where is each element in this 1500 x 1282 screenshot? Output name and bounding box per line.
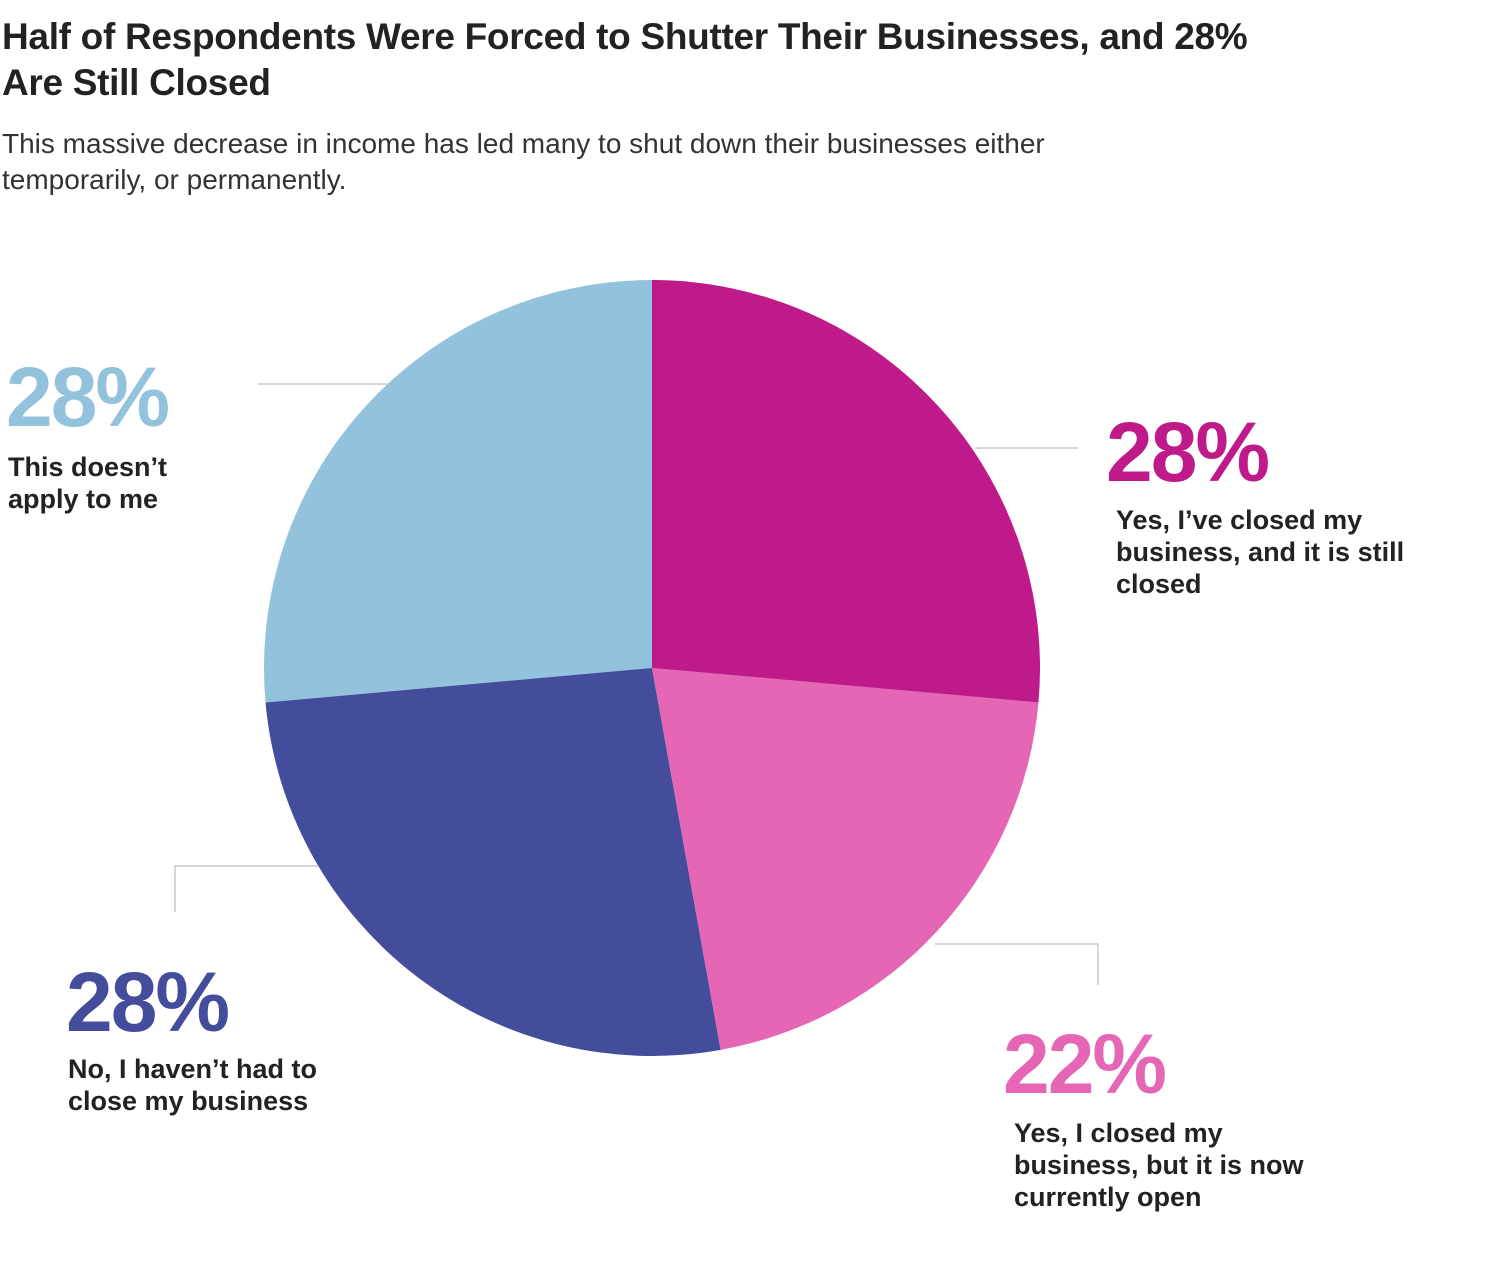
- chart-subtitle: This massive decrease in income has led …: [2, 128, 1045, 195]
- value-label: 28%: [1106, 405, 1270, 499]
- category-label: This doesn’t apply to me: [8, 452, 168, 514]
- category-label: No, I haven’t had to close my business: [68, 1054, 318, 1116]
- pie-slice: [652, 280, 1040, 703]
- leader-line: [935, 943, 1099, 985]
- category-label: Yes, I’ve closed my business, and it is …: [1116, 505, 1405, 599]
- value-label: 28%: [66, 955, 230, 1049]
- category-label: Yes, I closed my business, but it is now…: [1014, 1118, 1304, 1212]
- pie-slice: [264, 280, 652, 703]
- pie-slice: [652, 668, 1039, 1050]
- pie-slice: [265, 668, 721, 1056]
- leader-lines: [174, 383, 1099, 985]
- value-label: 28%: [6, 350, 170, 444]
- chart-title: Half of Respondents Were Forced to Shutt…: [2, 16, 1248, 103]
- value-label: 22%: [1003, 1017, 1167, 1111]
- leader-line: [174, 865, 318, 912]
